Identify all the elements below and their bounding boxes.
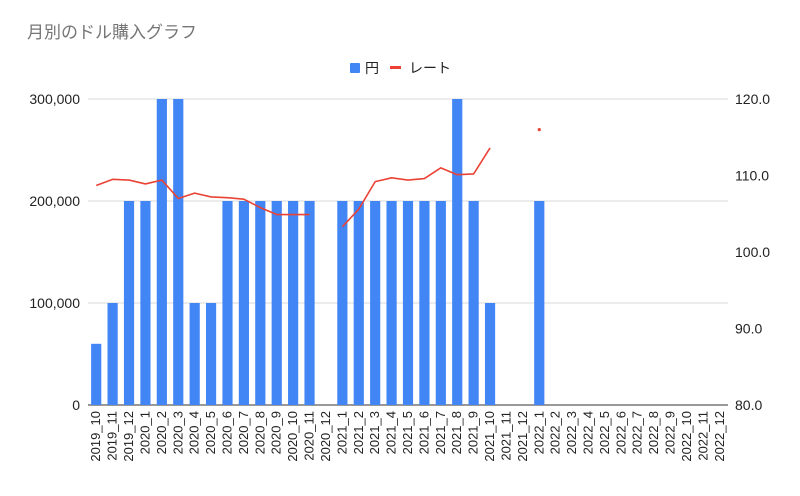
bar xyxy=(402,201,414,405)
bar xyxy=(271,201,282,405)
bar xyxy=(419,201,430,405)
line-series xyxy=(95,128,541,228)
rate-line-segment xyxy=(341,147,491,228)
x-axis-tick-label: 2021_10 xyxy=(482,411,497,462)
right-axis-tick-label: 120.0 xyxy=(735,91,770,107)
bar xyxy=(353,201,364,405)
bar xyxy=(140,201,151,405)
x-axis-tick-label: 2022_6 xyxy=(613,411,628,454)
bar xyxy=(255,201,266,405)
rate-line-segment xyxy=(95,178,310,216)
x-axis-tick-label: 2021_6 xyxy=(416,411,431,454)
legend-bar-swatch xyxy=(350,63,360,73)
bar xyxy=(386,201,397,405)
x-axis-tick-label: 2020_3 xyxy=(170,411,185,454)
right-axis-tick-label: 80.0 xyxy=(735,397,762,413)
bar xyxy=(222,201,233,405)
x-axis-tick-label: 2019_12 xyxy=(121,411,136,462)
x-axis-tick-label: 2022_10 xyxy=(679,411,694,462)
bar xyxy=(189,303,200,405)
legend-line-swatch xyxy=(390,66,401,69)
x-axis-tick-label: 2020_1 xyxy=(137,411,152,454)
bar xyxy=(156,99,167,405)
bar xyxy=(123,201,135,405)
x-axis-tick-label: 2020_7 xyxy=(236,411,251,454)
x-axis-tick-label: 2021_2 xyxy=(351,411,366,454)
bar xyxy=(304,201,315,405)
x-axis-tick-label: 2021_7 xyxy=(433,411,448,454)
x-axis-tick-label: 2021_8 xyxy=(449,411,464,454)
x-axis-tick-label: 2021_11 xyxy=(498,411,513,461)
x-axis-tick-label: 2020_4 xyxy=(187,411,202,454)
x-axis-tick-label: 2022_8 xyxy=(646,411,661,454)
x-axis-tick-label: 2020_6 xyxy=(219,411,234,454)
x-axis-tick-label: 2020_10 xyxy=(285,411,300,462)
bar xyxy=(370,201,381,405)
x-axis-tick-label: 2021_1 xyxy=(334,411,349,454)
x-axis-tick-label: 2022_12 xyxy=(712,411,727,462)
x-axis-tick-label: 2021_3 xyxy=(367,411,382,454)
bar xyxy=(435,201,446,405)
bar xyxy=(468,201,479,405)
bar xyxy=(337,201,348,405)
legend-item-bar: 円 xyxy=(350,61,379,77)
bar xyxy=(452,99,463,405)
bar xyxy=(484,303,496,405)
x-axis-tick-label: 2022_11 xyxy=(695,411,710,461)
x-axis-tick-label: 2020_5 xyxy=(203,411,218,454)
left-axis-tick-label: 200,000 xyxy=(29,193,80,209)
x-axis-tick-label: 2020_11 xyxy=(302,411,317,461)
x-axis-tick-label: 2021_4 xyxy=(384,411,399,454)
x-axis-tick-label: 2021_9 xyxy=(466,411,481,454)
bar xyxy=(173,99,184,405)
x-axis-tick-label: 2021_12 xyxy=(515,411,530,462)
x-axis-tick-label: 2020_2 xyxy=(154,411,169,454)
x-axis-tick-label: 2022_1 xyxy=(531,411,546,454)
legend-item-line: レート xyxy=(390,61,451,77)
left-axis-ticks: 0 100,000 200,000 300,000 xyxy=(29,91,80,413)
left-axis-tick-label: 100,000 xyxy=(29,295,80,311)
x-axis-tick-label: 2020_9 xyxy=(269,411,284,454)
bar xyxy=(238,201,249,405)
x-axis-tick-label: 2022_9 xyxy=(663,411,678,454)
x-axis-tick-label: 2019_10 xyxy=(88,411,103,462)
bar xyxy=(534,201,545,405)
x-axis-tick-label: 2022_7 xyxy=(630,411,645,454)
chart-title: 月別のドル購入グラフ xyxy=(27,23,197,43)
rate-point xyxy=(537,128,541,132)
x-axis-tick-label: 2022_3 xyxy=(564,411,579,454)
legend-line-label: レート xyxy=(409,61,451,77)
bar-series xyxy=(91,99,545,405)
bar xyxy=(288,201,299,405)
bar xyxy=(205,303,217,405)
legend: 円 レート xyxy=(350,61,451,77)
left-axis-tick-label: 0 xyxy=(72,397,80,413)
x-axis-tick-label: 2020_12 xyxy=(318,411,333,462)
right-axis-tick-label: 100.0 xyxy=(735,244,770,260)
x-axis-tick-label: 2020_8 xyxy=(252,411,267,454)
x-axis-ticks: 2019_10 2019_11 2019_12 2020_1 2020_2 2020_3 2… xyxy=(88,411,727,462)
x-axis-tick-label: 2019_11 xyxy=(105,411,120,461)
x-axis-tick-label: 2022_2 xyxy=(548,411,563,454)
bar xyxy=(91,343,102,405)
right-axis-ticks: 80.0 90.0 100.0 110.0 120.0 xyxy=(735,91,770,413)
right-axis-tick-label: 90.0 xyxy=(735,321,762,337)
legend-bar-label: 円 xyxy=(365,61,379,77)
bar xyxy=(107,303,118,405)
x-axis-tick-label: 2021_5 xyxy=(400,411,415,454)
left-axis-tick-label: 300,000 xyxy=(29,91,80,107)
x-axis-tick-label: 2022_5 xyxy=(597,411,612,454)
x-axis-tick-label: 2022_4 xyxy=(581,411,596,454)
right-axis-tick-label: 110.0 xyxy=(735,168,769,184)
